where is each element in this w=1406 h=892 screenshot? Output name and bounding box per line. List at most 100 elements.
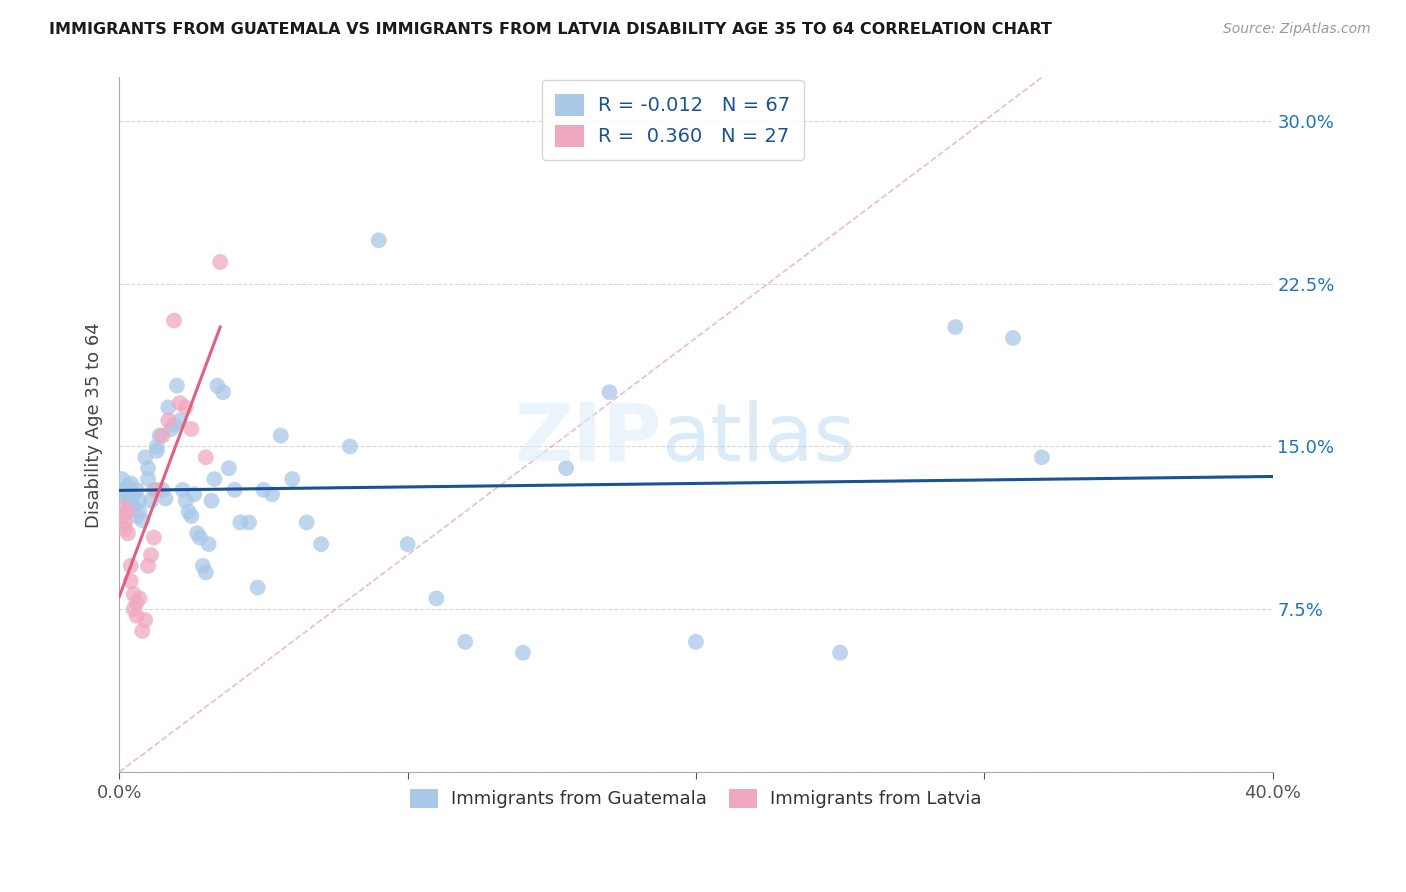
Text: atlas: atlas	[661, 400, 856, 477]
Point	[209, 255, 232, 269]
Point	[212, 385, 235, 400]
Point	[598, 385, 620, 400]
Point	[180, 508, 202, 523]
Legend: Immigrants from Guatemala, Immigrants from Latvia: Immigrants from Guatemala, Immigrants fr…	[402, 781, 990, 815]
Point	[197, 537, 219, 551]
Point	[145, 483, 167, 497]
Point	[125, 596, 148, 610]
Point	[157, 401, 180, 415]
Point	[166, 378, 188, 392]
Point	[152, 428, 174, 442]
Point	[262, 487, 284, 501]
Point	[117, 526, 139, 541]
Point	[142, 531, 165, 545]
Point	[454, 635, 477, 649]
Point	[125, 508, 148, 523]
Point	[117, 478, 139, 492]
Point	[120, 489, 142, 503]
Point	[142, 483, 165, 497]
Point	[136, 558, 159, 573]
Point	[149, 428, 172, 442]
Point	[131, 513, 153, 527]
Point	[224, 483, 246, 497]
Point	[396, 537, 419, 551]
Point	[117, 493, 139, 508]
Point	[218, 461, 240, 475]
Point	[270, 428, 292, 442]
Point	[122, 500, 145, 515]
Point	[191, 558, 214, 573]
Point	[685, 635, 707, 649]
Point	[145, 443, 167, 458]
Point	[125, 608, 148, 623]
Point	[114, 522, 136, 536]
Point	[169, 396, 191, 410]
Point	[295, 516, 318, 530]
Point	[281, 472, 304, 486]
Point	[367, 233, 389, 247]
Point	[136, 472, 159, 486]
Point	[425, 591, 447, 606]
Point	[163, 417, 186, 432]
Point	[122, 487, 145, 501]
Point	[120, 476, 142, 491]
Point	[163, 313, 186, 327]
Point	[128, 505, 150, 519]
Y-axis label: Disability Age 35 to 64: Disability Age 35 to 64	[86, 322, 103, 528]
Point	[122, 602, 145, 616]
Point	[145, 440, 167, 454]
Point	[174, 493, 197, 508]
Text: ZIP: ZIP	[515, 400, 661, 477]
Point	[114, 483, 136, 497]
Point	[238, 516, 260, 530]
Point	[180, 422, 202, 436]
Point	[186, 526, 208, 541]
Point	[512, 646, 534, 660]
Point	[139, 548, 162, 562]
Point	[309, 537, 332, 551]
Point	[122, 587, 145, 601]
Point	[128, 591, 150, 606]
Point	[139, 493, 162, 508]
Point	[194, 566, 217, 580]
Point	[160, 422, 183, 436]
Point	[136, 461, 159, 475]
Point	[339, 440, 361, 454]
Point	[1031, 450, 1053, 465]
Point	[111, 500, 134, 515]
Point	[134, 613, 156, 627]
Point	[252, 483, 274, 497]
Point	[117, 505, 139, 519]
Point	[828, 646, 851, 660]
Point	[111, 508, 134, 523]
Point	[194, 450, 217, 465]
Point	[555, 461, 578, 475]
Point	[204, 472, 226, 486]
Point	[169, 413, 191, 427]
Point	[229, 516, 252, 530]
Point	[152, 483, 174, 497]
Point	[120, 574, 142, 588]
Point	[157, 413, 180, 427]
Point	[188, 531, 211, 545]
Point	[155, 491, 177, 506]
Point	[131, 624, 153, 638]
Text: Source: ZipAtlas.com: Source: ZipAtlas.com	[1223, 22, 1371, 37]
Point	[172, 483, 194, 497]
Point	[246, 581, 269, 595]
Point	[183, 487, 205, 501]
Point	[945, 320, 967, 334]
Point	[134, 450, 156, 465]
Point	[174, 401, 197, 415]
Point	[128, 493, 150, 508]
Point	[207, 378, 229, 392]
Text: IMMIGRANTS FROM GUATEMALA VS IMMIGRANTS FROM LATVIA DISABILITY AGE 35 TO 64 CORR: IMMIGRANTS FROM GUATEMALA VS IMMIGRANTS …	[49, 22, 1052, 37]
Point	[1002, 331, 1025, 345]
Point	[200, 493, 222, 508]
Point	[114, 487, 136, 501]
Point	[125, 483, 148, 497]
Point	[114, 516, 136, 530]
Point	[111, 472, 134, 486]
Point	[120, 558, 142, 573]
Point	[177, 505, 200, 519]
